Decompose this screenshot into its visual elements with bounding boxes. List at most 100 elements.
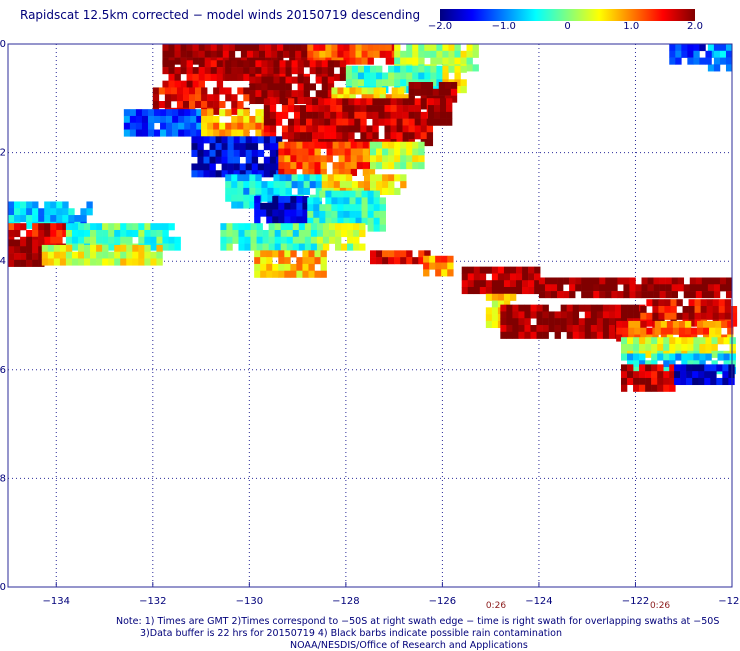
data-cell	[314, 250, 321, 258]
data-cell	[255, 174, 262, 182]
data-cell	[306, 118, 313, 126]
data-cell	[281, 132, 289, 140]
data-cell	[725, 57, 733, 65]
data-cell	[213, 107, 220, 115]
data-cell	[620, 377, 628, 386]
data-cell	[50, 229, 57, 238]
data-cell	[701, 277, 709, 285]
data-cell	[403, 94, 411, 102]
data-cell	[376, 250, 383, 258]
data-cell	[293, 132, 301, 140]
data-cell	[263, 125, 271, 133]
data-cell	[319, 217, 326, 225]
data-cell	[536, 331, 543, 339]
data-cell	[279, 76, 286, 84]
data-cell	[651, 371, 658, 379]
data-cell	[516, 273, 523, 281]
data-cell	[608, 331, 616, 339]
data-cell	[485, 280, 493, 288]
data-cell	[186, 44, 193, 52]
data-cell	[32, 208, 39, 216]
data-cell	[641, 284, 648, 292]
data-cell	[611, 291, 618, 299]
data-cell	[554, 311, 561, 319]
data-cell	[686, 364, 693, 372]
data-cell	[319, 50, 326, 58]
data-cell	[307, 217, 314, 225]
data-cell	[518, 311, 525, 319]
data-cell	[71, 223, 79, 231]
data-cell	[366, 125, 373, 133]
data-cell	[396, 132, 403, 140]
data-cell	[396, 125, 403, 133]
data-cell	[150, 223, 157, 231]
data-cell	[566, 325, 574, 333]
data-cell	[108, 258, 115, 266]
data-cell	[268, 223, 275, 231]
data-cell	[688, 306, 695, 314]
data-cell	[646, 319, 653, 327]
data-cell	[231, 67, 238, 75]
data-cell	[249, 122, 256, 130]
data-cell	[373, 190, 380, 198]
data-cell	[254, 209, 261, 217]
data-cell	[330, 132, 337, 140]
data-cell	[108, 243, 115, 251]
data-cell	[723, 353, 730, 361]
data-cell	[189, 87, 196, 95]
data-cell	[700, 306, 707, 314]
data-cell	[219, 87, 226, 95]
data-cell	[424, 250, 431, 258]
data-cell	[356, 162, 364, 170]
data-cell	[461, 280, 469, 288]
data-cell	[669, 50, 676, 58]
data-cell	[602, 331, 610, 339]
data-cell	[213, 122, 220, 130]
data-cell	[713, 291, 721, 299]
data-cell	[268, 243, 275, 251]
data-cell	[659, 277, 666, 285]
data-cell	[8, 223, 15, 231]
data-cell	[412, 44, 419, 52]
data-cell	[14, 215, 21, 223]
data-cell	[348, 132, 355, 140]
data-cell	[341, 243, 348, 251]
data-cell	[290, 209, 297, 217]
data-cell	[174, 236, 181, 244]
y-tick-label: −60	[0, 582, 6, 593]
data-cell	[703, 320, 710, 329]
data-cell	[50, 223, 57, 231]
data-cell	[723, 360, 730, 368]
data-cell	[114, 251, 121, 259]
data-cell	[542, 331, 549, 339]
data-cell	[275, 111, 283, 119]
data-cell	[144, 236, 151, 244]
data-cell	[32, 239, 39, 247]
data-cell	[243, 129, 250, 137]
data-cell	[277, 44, 284, 52]
data-cell	[703, 327, 710, 335]
data-cell	[681, 50, 688, 58]
data-cell	[497, 300, 505, 308]
data-cell	[343, 87, 350, 95]
data-cell	[680, 371, 687, 379]
data-cell	[216, 60, 224, 68]
data-cell	[433, 111, 441, 119]
data-cell	[309, 83, 316, 91]
data-cell	[367, 204, 374, 212]
data-cell	[198, 80, 205, 88]
data-cell	[339, 174, 347, 182]
data-cell	[345, 65, 353, 73]
data-cell	[345, 79, 353, 87]
data-cell	[342, 105, 349, 113]
data-cell	[178, 129, 185, 137]
data-cell	[278, 196, 285, 204]
data-cell	[186, 60, 193, 68]
data-cell	[460, 86, 467, 94]
data-cell	[310, 243, 318, 251]
data-cell	[373, 224, 380, 232]
data-cell	[467, 280, 475, 288]
data-cell	[681, 360, 688, 368]
data-cell	[84, 229, 91, 238]
data-cell	[406, 50, 413, 58]
